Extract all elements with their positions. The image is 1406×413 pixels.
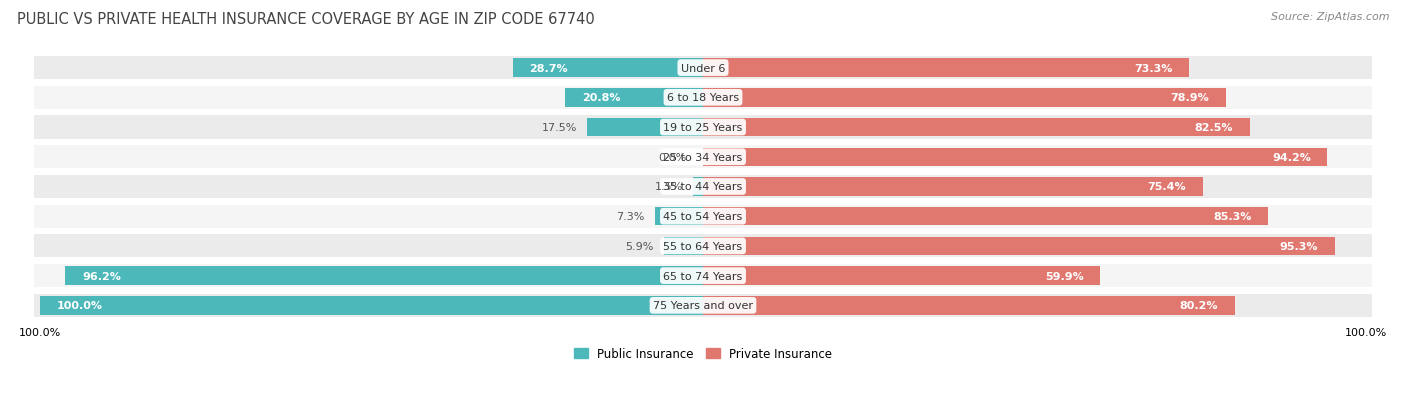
Text: PUBLIC VS PRIVATE HEALTH INSURANCE COVERAGE BY AGE IN ZIP CODE 67740: PUBLIC VS PRIVATE HEALTH INSURANCE COVER…	[17, 12, 595, 27]
Bar	[703, 148, 1327, 166]
Bar	[703, 267, 1099, 285]
Bar	[703, 59, 1189, 78]
Text: 100.0%: 100.0%	[56, 301, 103, 311]
Text: Source: ZipAtlas.com: Source: ZipAtlas.com	[1271, 12, 1389, 22]
Bar	[565, 89, 703, 107]
Text: Under 6: Under 6	[681, 64, 725, 74]
Bar	[655, 207, 703, 226]
Text: 95.3%: 95.3%	[1279, 241, 1319, 251]
Text: 0.0%: 0.0%	[658, 152, 686, 162]
Bar	[34, 294, 1372, 317]
Text: 1.5%: 1.5%	[655, 182, 683, 192]
Bar	[703, 119, 1250, 137]
Text: 96.2%: 96.2%	[82, 271, 121, 281]
Bar	[703, 237, 1334, 256]
Bar	[513, 59, 703, 78]
Text: 59.9%: 59.9%	[1045, 271, 1084, 281]
Bar	[703, 89, 1226, 107]
Text: 20.8%: 20.8%	[582, 93, 620, 103]
Text: 65 to 74 Years: 65 to 74 Years	[664, 271, 742, 281]
Bar	[703, 207, 1268, 226]
Bar	[41, 297, 703, 315]
Text: 82.5%: 82.5%	[1195, 123, 1233, 133]
Bar	[34, 235, 1372, 258]
Text: 35 to 44 Years: 35 to 44 Years	[664, 182, 742, 192]
Bar	[586, 119, 703, 137]
Text: 5.9%: 5.9%	[626, 241, 654, 251]
Text: 75.4%: 75.4%	[1147, 182, 1187, 192]
Bar	[34, 205, 1372, 228]
Bar	[34, 176, 1372, 199]
Text: 25 to 34 Years: 25 to 34 Years	[664, 152, 742, 162]
Text: 28.7%: 28.7%	[529, 64, 568, 74]
Text: 55 to 64 Years: 55 to 64 Years	[664, 241, 742, 251]
Text: 94.2%: 94.2%	[1272, 152, 1310, 162]
Bar	[693, 178, 703, 196]
Bar	[703, 297, 1234, 315]
Text: 17.5%: 17.5%	[541, 123, 576, 133]
Text: 7.3%: 7.3%	[616, 212, 645, 222]
Text: 73.3%: 73.3%	[1133, 64, 1173, 74]
Text: 45 to 54 Years: 45 to 54 Years	[664, 212, 742, 222]
Bar	[34, 146, 1372, 169]
Text: 85.3%: 85.3%	[1213, 212, 1251, 222]
Text: 19 to 25 Years: 19 to 25 Years	[664, 123, 742, 133]
Bar	[703, 178, 1202, 196]
Text: 78.9%: 78.9%	[1171, 93, 1209, 103]
Bar	[34, 86, 1372, 109]
Bar	[34, 116, 1372, 139]
Legend: Public Insurance, Private Insurance: Public Insurance, Private Insurance	[569, 342, 837, 365]
Text: 6 to 18 Years: 6 to 18 Years	[666, 93, 740, 103]
Bar	[34, 57, 1372, 80]
Text: 75 Years and over: 75 Years and over	[652, 301, 754, 311]
Text: 80.2%: 80.2%	[1180, 301, 1218, 311]
Bar	[34, 264, 1372, 287]
Bar	[65, 267, 703, 285]
Bar	[664, 237, 703, 256]
